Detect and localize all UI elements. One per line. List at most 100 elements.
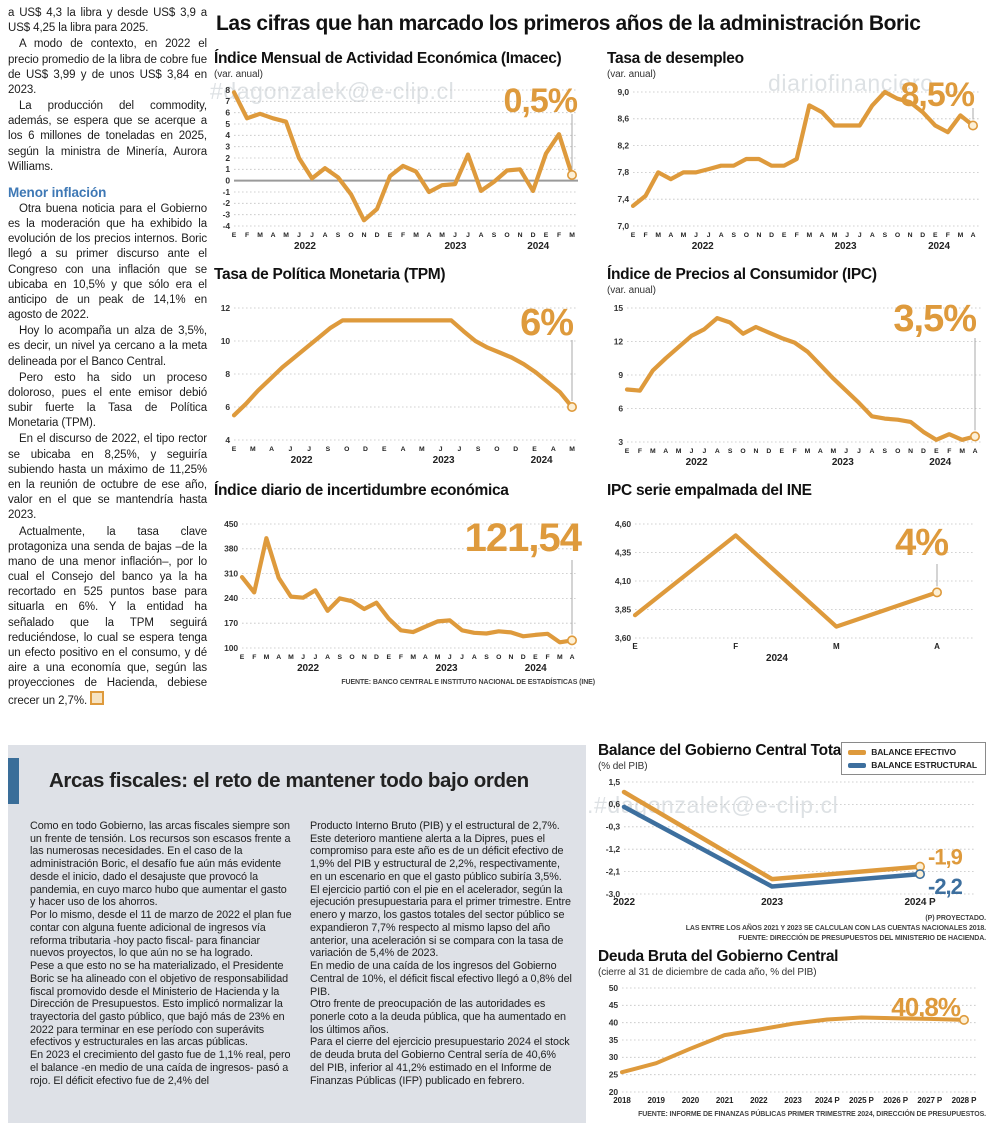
article-paragraph: A modo de contexto, en 2022 el precio pr… xyxy=(8,38,207,96)
svg-text:2019: 2019 xyxy=(647,1096,665,1105)
svg-text:8: 8 xyxy=(225,85,230,95)
svg-text:2022: 2022 xyxy=(291,455,313,466)
svg-text:S: S xyxy=(883,448,888,455)
desempleo-highlight-value: 8,5% xyxy=(900,76,975,114)
svg-text:F: F xyxy=(733,642,738,651)
svg-text:2028 P: 2028 P xyxy=(952,1096,978,1105)
svg-text:3,85: 3,85 xyxy=(615,604,632,614)
svg-text:A: A xyxy=(323,232,328,239)
svg-text:A: A xyxy=(269,446,274,453)
svg-text:2023: 2023 xyxy=(784,1096,802,1105)
svg-text:8,6: 8,6 xyxy=(617,114,629,124)
svg-text:4: 4 xyxy=(225,130,230,140)
svg-text:E: E xyxy=(544,232,549,239)
chart-subtitle: (cierre al 31 de diciembre de cada año, … xyxy=(598,967,817,979)
svg-text:D: D xyxy=(921,448,926,455)
svg-text:7: 7 xyxy=(225,96,230,106)
svg-text:A: A xyxy=(973,448,978,455)
svg-text:E: E xyxy=(779,448,784,455)
svg-text:2022: 2022 xyxy=(294,241,316,252)
svg-text:A: A xyxy=(401,446,406,453)
svg-text:2020: 2020 xyxy=(682,1096,700,1105)
fiscal-paragraph: Como en todo Gobierno, las arcas fiscale… xyxy=(30,820,291,909)
tpm-highlight-value: 6% xyxy=(520,302,574,344)
svg-text:J: J xyxy=(301,654,305,661)
article-subhead: Menor inflación xyxy=(8,184,107,200)
svg-text:4,35: 4,35 xyxy=(615,547,632,557)
svg-text:D: D xyxy=(374,654,379,661)
svg-text:6: 6 xyxy=(618,403,623,413)
svg-text:A: A xyxy=(663,448,668,455)
svg-text:4: 4 xyxy=(225,435,230,445)
svg-text:E: E xyxy=(388,232,393,239)
chart-title: IPC serie empalmada del INE xyxy=(607,482,812,499)
charts-grid: Índice Mensual de Actividad Económica (I… xyxy=(214,50,988,698)
chart-subtitle: (var. anual) xyxy=(607,285,656,296)
fiscal-paragraph: Pese a que esto no se ha materializado, … xyxy=(30,960,289,1049)
deuda-highlight-value: 40,8% xyxy=(891,992,961,1023)
svg-text:O: O xyxy=(348,232,353,239)
svg-text:D: D xyxy=(920,232,925,239)
svg-text:1,5: 1,5 xyxy=(608,777,620,787)
svg-text:M: M xyxy=(650,448,656,455)
svg-text:S: S xyxy=(476,446,481,453)
imacec-highlight-value: 0,5% xyxy=(503,82,578,120)
fiscal-title: Arcas fiscales: el reto de mantener todo… xyxy=(49,769,529,792)
svg-text:9: 9 xyxy=(618,370,623,380)
svg-text:N: N xyxy=(908,232,913,239)
fiscal-column-1: Como en todo Gobierno, las arcas fiscale… xyxy=(30,820,292,1087)
article-paragraph: La producción del commodity, además, se … xyxy=(8,100,207,173)
accent-bar xyxy=(8,758,19,804)
svg-text:N: N xyxy=(508,654,513,661)
svg-text:450: 450 xyxy=(224,519,238,529)
svg-text:-1,2: -1,2 xyxy=(606,844,621,854)
chart-subtitle: (var. anual) xyxy=(214,69,263,80)
svg-text:170: 170 xyxy=(224,618,238,628)
page-title: Las cifras que han marcado los primeros … xyxy=(216,12,921,35)
svg-text:2022: 2022 xyxy=(750,1096,768,1105)
svg-text:J: J xyxy=(453,232,457,239)
svg-text:100: 100 xyxy=(224,643,238,653)
svg-text:A: A xyxy=(719,232,724,239)
svg-text:A: A xyxy=(934,642,940,651)
svg-text:J: J xyxy=(310,232,314,239)
chart-subtitle xyxy=(214,501,595,514)
svg-text:-0,3: -0,3 xyxy=(606,822,621,832)
svg-text:F: F xyxy=(947,448,951,455)
svg-text:M: M xyxy=(655,232,661,239)
svg-text:30: 30 xyxy=(609,1053,619,1063)
svg-text:A: A xyxy=(551,446,556,453)
svg-text:J: J xyxy=(844,448,848,455)
svg-text:M: M xyxy=(439,232,445,239)
svg-text:6: 6 xyxy=(225,402,230,412)
svg-text:D: D xyxy=(531,232,536,239)
svg-text:J: J xyxy=(313,654,317,661)
svg-text:E: E xyxy=(240,654,245,661)
svg-text:A: A xyxy=(668,232,673,239)
svg-text:3,60: 3,60 xyxy=(615,633,632,643)
svg-text:50: 50 xyxy=(609,983,619,993)
svg-text:2022: 2022 xyxy=(613,897,635,908)
svg-text:D: D xyxy=(513,446,518,453)
chart-source: FUENTE: BANCO CENTRAL E INSTITUTO NACION… xyxy=(341,679,595,686)
svg-text:A: A xyxy=(715,448,720,455)
svg-text:F: F xyxy=(252,654,256,661)
fiscal-header: Arcas fiscales: el reto de mantener todo… xyxy=(8,758,586,804)
svg-text:F: F xyxy=(546,654,550,661)
svg-text:2024 P: 2024 P xyxy=(904,897,936,908)
incertidumbre-plot: 450 380 310 240 170 100 E F M A M J J A S O N D E F M A M J J A S O… xyxy=(214,516,595,678)
ipc-empalmada-highlight-value: 4% xyxy=(895,522,949,564)
svg-text:2024 P: 2024 P xyxy=(815,1096,841,1105)
deuda-plot: 50 45 40 35 30 25 20 2018 2019 2020 2021 2022 2023 20… xyxy=(598,982,986,1110)
svg-text:2: 2 xyxy=(225,153,230,163)
ipc-highlight-value: 3,5% xyxy=(893,298,977,340)
article-end-marker-icon xyxy=(90,691,105,706)
svg-text:J: J xyxy=(466,232,470,239)
svg-text:E: E xyxy=(933,232,938,239)
svg-text:2025 P: 2025 P xyxy=(849,1096,875,1105)
svg-text:4,60: 4,60 xyxy=(615,519,632,529)
svg-text:240: 240 xyxy=(224,593,238,603)
fiscal-paragraph: En medio de una caída de los ingresos de… xyxy=(310,960,572,998)
svg-text:J: J xyxy=(297,232,301,239)
svg-text:E: E xyxy=(532,446,537,453)
